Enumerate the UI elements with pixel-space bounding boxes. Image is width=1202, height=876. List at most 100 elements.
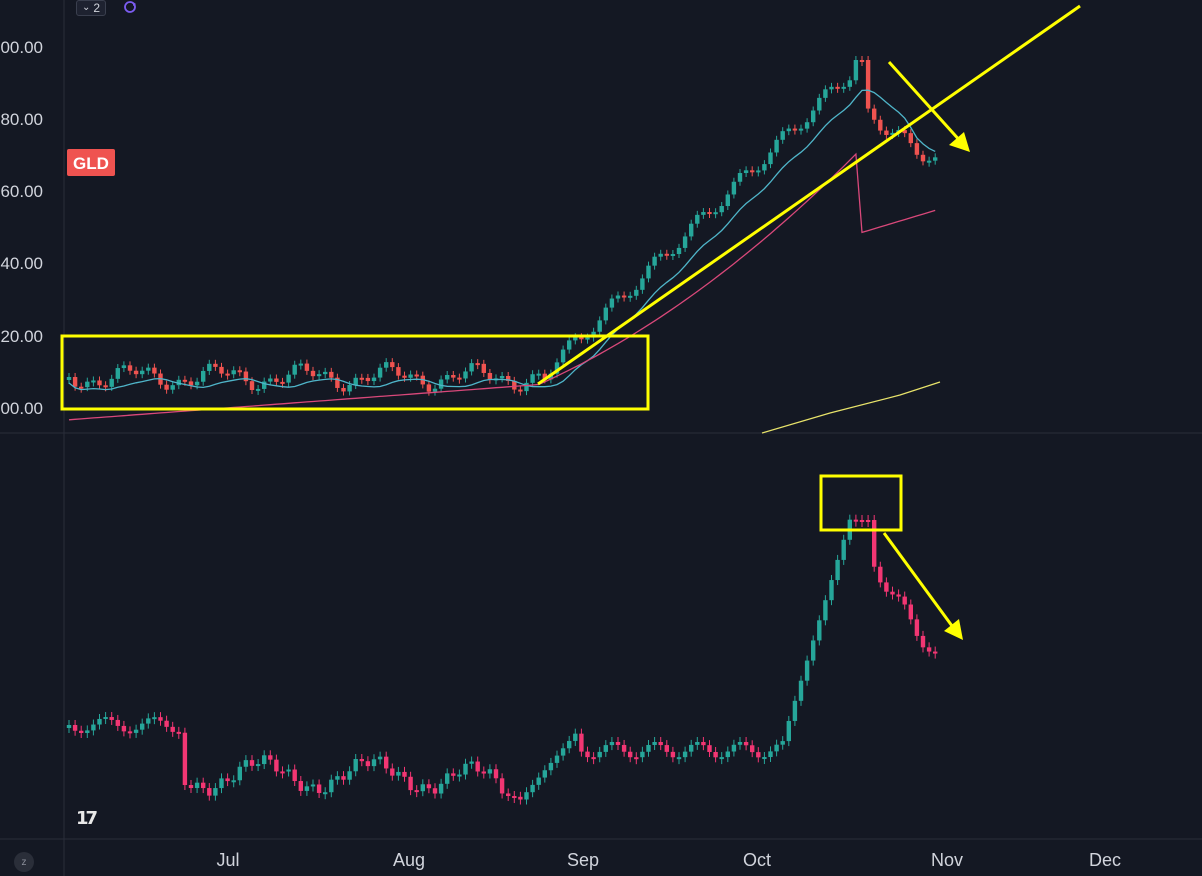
trendline [537,4,1081,386]
price-candle [664,253,669,256]
lower-candle [109,717,114,720]
price-candle [841,86,846,89]
volume-candles [66,514,938,805]
price-candle [237,370,242,373]
price-candle [85,381,90,388]
x-tick-label: Oct [743,850,771,870]
lower-candle [835,559,840,581]
price-candle [743,170,749,174]
sync-icon[interactable] [122,0,138,14]
price-candle [628,295,633,298]
price-candle [658,253,663,257]
x-tick-label: Jul [216,850,239,870]
lower-candle [878,566,883,583]
lower-candle [420,784,425,792]
price-candle [859,60,865,62]
price-candle [451,374,456,378]
y-axis-labels: 300.00 320.00 340.00 360.00 380.00 400.00 [0,38,43,418]
lower-candle [225,778,230,782]
lower-candle [79,730,84,733]
lower-candle [463,763,468,775]
lower-candle [597,751,602,758]
y-tick-label: 340.00 [0,254,43,273]
lower-candle [438,783,444,794]
lower-candle [872,520,877,567]
lower-candle [774,744,779,752]
price-candle [768,152,773,165]
lower-candle [823,600,828,621]
price-candle [506,376,511,381]
lower-candle [853,519,859,522]
price-candle [737,173,743,182]
price-candle [536,373,541,376]
lower-candle [573,733,578,741]
lower-candle [756,752,761,758]
y-tick-label: 380.00 [0,110,43,129]
lower-candle [804,660,810,681]
price-candle [243,371,249,382]
lower-candle [396,771,401,776]
lower-candle [884,582,889,592]
lower-candle [487,769,493,774]
lower-candle [640,751,645,758]
price-candle [97,380,102,386]
price-candle [780,131,785,140]
lower-candle [127,731,133,734]
price-candle [652,256,657,266]
down-arrow-shaft-upper [887,60,964,145]
lower-candle [499,778,505,794]
price-candle [396,367,401,376]
lower-candle [920,635,926,648]
price-candle [72,377,78,387]
price-candle [689,223,694,237]
lower-candle [780,741,785,745]
price-candle [255,388,261,391]
price-candle [262,381,267,389]
lower-candle [798,680,804,701]
lower-candle [926,647,932,652]
x-tick-label: Sep [567,850,599,870]
lower-candle [707,745,712,752]
lower-candle [469,761,474,764]
lower-candle [298,781,303,791]
price-candle [731,181,737,195]
lower-candle [493,769,499,779]
price-candle [560,349,566,363]
price-candle [640,278,645,290]
z-icon[interactable]: z [14,852,34,872]
price-candle [682,236,688,248]
price-candle [249,381,255,391]
price-candle [597,320,602,332]
collapse-panes-button[interactable]: ⌄ 2 [76,0,106,16]
price-candle [512,380,517,390]
price-candle [384,362,389,368]
lower-candle [859,520,865,522]
price-candle [268,378,273,382]
lower-candle [689,744,694,752]
lower-candle [914,619,920,636]
lower-candle [152,717,157,720]
price-candle [121,365,127,369]
lower-candle [591,757,596,760]
price-candle [926,160,932,163]
lower-candle [750,745,755,753]
lower-candle [158,717,163,721]
price-candle [469,363,474,372]
lower-candle [133,729,139,733]
lower-candle [255,764,261,767]
lower-candle [91,724,96,731]
x-axis-labels: Jul Aug Sep Oct Nov Dec [216,850,1121,870]
price-candle [634,289,639,296]
lower-candle [560,748,566,756]
x-tick-label: Aug [393,850,425,870]
lower-candle [762,757,767,760]
price-candle [194,381,200,386]
price-candle [274,378,279,382]
price-candle [774,139,779,153]
price-candle [609,298,615,308]
lower-candle [615,742,621,745]
y-tick-label: 360.00 [0,182,43,201]
lower-candle [274,759,279,772]
lower-candle [140,723,145,730]
